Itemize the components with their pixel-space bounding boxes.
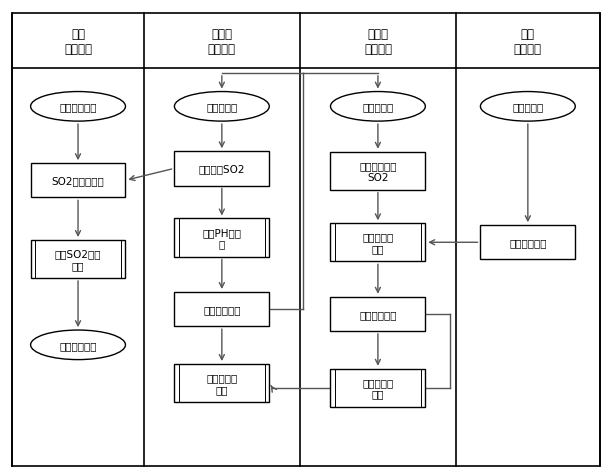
Bar bbox=[330, 224, 425, 262]
Text: 蒸汽加热析出
SO2: 蒸汽加热析出 SO2 bbox=[359, 160, 397, 182]
Ellipse shape bbox=[31, 330, 125, 360]
Bar bbox=[174, 152, 269, 186]
Bar bbox=[174, 219, 269, 257]
Text: 贫胺液输送泵: 贫胺液输送泵 bbox=[359, 309, 397, 319]
Ellipse shape bbox=[480, 92, 575, 122]
Text: 低压蒸汽源: 低压蒸汽源 bbox=[512, 102, 543, 112]
Text: 申雾出口烟气: 申雾出口烟气 bbox=[59, 102, 97, 112]
Text: 贫胺液喷淋: 贫胺液喷淋 bbox=[206, 102, 237, 112]
Text: 解析塔温度
变化: 解析塔温度 变化 bbox=[362, 232, 394, 254]
Bar bbox=[31, 164, 125, 198]
Bar bbox=[31, 240, 125, 278]
Ellipse shape bbox=[330, 92, 425, 122]
Bar bbox=[330, 152, 425, 190]
Text: 烟气至脱硫塔: 烟气至脱硫塔 bbox=[59, 340, 97, 350]
Text: 解吸塔
解析流程: 解吸塔 解析流程 bbox=[364, 28, 392, 56]
Ellipse shape bbox=[174, 92, 269, 122]
Text: 吸收塔液位
变化: 吸收塔液位 变化 bbox=[206, 372, 237, 394]
Text: 烟气
脱硫流程: 烟气 脱硫流程 bbox=[64, 28, 92, 56]
Text: 烟气SO2含量
降低: 烟气SO2含量 降低 bbox=[55, 248, 101, 270]
Text: 吸收塔
吸收流程: 吸收塔 吸收流程 bbox=[208, 28, 236, 56]
Bar bbox=[330, 297, 425, 331]
Bar bbox=[174, 364, 269, 402]
Bar bbox=[480, 226, 575, 260]
Text: 胺液吸收SO2: 胺液吸收SO2 bbox=[199, 164, 245, 174]
Ellipse shape bbox=[31, 92, 125, 122]
Text: 富胺液输送泵: 富胺液输送泵 bbox=[203, 305, 241, 314]
Text: SO2被胺液吸收: SO2被胺液吸收 bbox=[51, 176, 105, 186]
Text: 解析塔解吸: 解析塔解吸 bbox=[362, 102, 394, 112]
Text: 蒸汽
加热流程: 蒸汽 加热流程 bbox=[514, 28, 542, 56]
Text: 解析塔液位
变化: 解析塔液位 变化 bbox=[362, 377, 394, 399]
Bar bbox=[174, 292, 269, 327]
Text: 胺液PH值下
降: 胺液PH值下 降 bbox=[203, 227, 241, 249]
Text: 调节蒸汽流量: 调节蒸汽流量 bbox=[509, 238, 547, 248]
Bar bbox=[330, 369, 425, 407]
